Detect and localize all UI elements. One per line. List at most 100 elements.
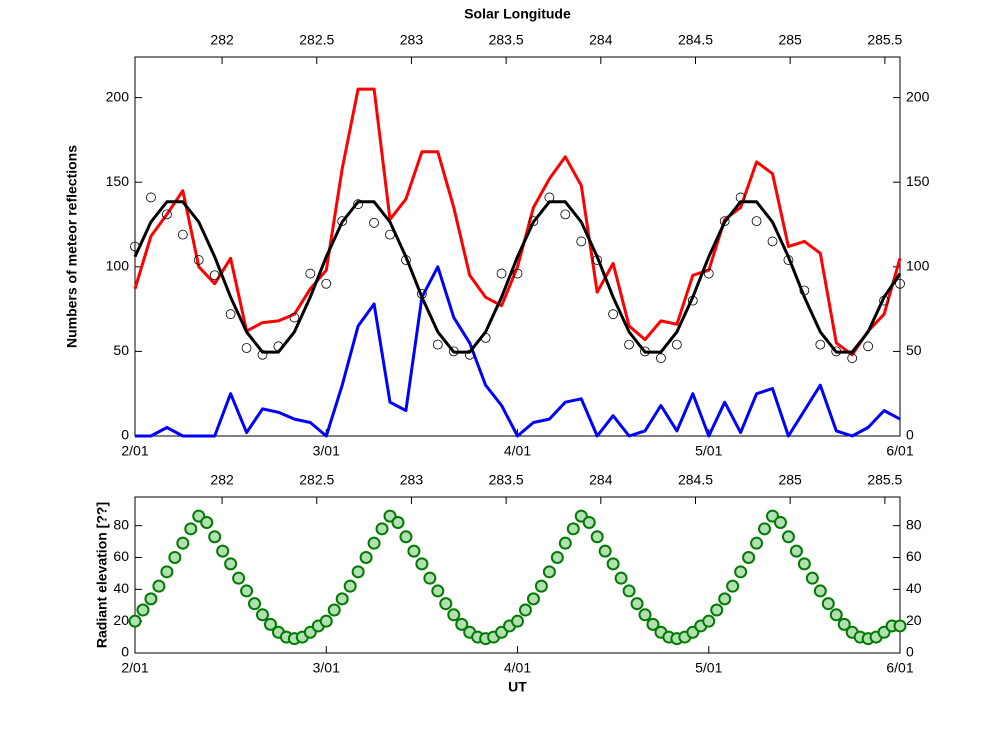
y-tick-label: 80 xyxy=(113,516,129,532)
y-tick-label: 40 xyxy=(113,580,129,596)
data-marker xyxy=(289,312,300,323)
x2-tick-label: 285 xyxy=(778,472,802,488)
data-marker xyxy=(200,515,214,529)
y-tick-label-right: 80 xyxy=(906,516,922,532)
data-marker xyxy=(767,236,778,247)
data-marker xyxy=(863,341,874,352)
y-tick-label: 0 xyxy=(121,427,129,443)
data-marker xyxy=(263,617,277,631)
data-marker xyxy=(608,309,619,320)
data-marker xyxy=(176,536,190,550)
x-tick-label: 3/01 xyxy=(313,443,340,459)
data-marker xyxy=(224,557,238,571)
data-marker xyxy=(391,515,405,529)
x2-tick-label: 282 xyxy=(210,32,234,48)
data-marker xyxy=(208,530,222,544)
data-marker xyxy=(837,617,851,631)
data-marker xyxy=(893,619,907,633)
data-marker xyxy=(152,579,166,593)
data-marker xyxy=(656,353,666,364)
data-marker xyxy=(813,584,827,598)
y-tick-label-right: 100 xyxy=(906,258,930,274)
y-tick-label: 60 xyxy=(113,548,129,564)
data-marker xyxy=(624,339,634,350)
data-marker xyxy=(144,592,158,606)
data-marker xyxy=(528,216,539,227)
y-tick-label: 50 xyxy=(113,342,129,358)
data-marker xyxy=(638,608,652,622)
data-marker xyxy=(343,579,357,593)
data-marker xyxy=(815,339,826,350)
data-marker xyxy=(128,614,142,628)
data-marker xyxy=(598,544,612,558)
x2-tick-label: 284.5 xyxy=(678,32,713,48)
data-marker xyxy=(146,192,156,203)
data-marker xyxy=(805,571,819,585)
data-marker xyxy=(177,229,188,240)
data-marker xyxy=(847,353,858,364)
data-marker xyxy=(209,270,220,281)
data-marker xyxy=(439,597,453,611)
y-tick-label-right: 200 xyxy=(906,88,930,104)
data-marker xyxy=(136,603,150,617)
data-marker xyxy=(216,544,230,558)
data-marker xyxy=(606,557,620,571)
data-marker xyxy=(726,579,740,593)
x2-tick-label: 283.5 xyxy=(489,472,524,488)
data-marker xyxy=(829,608,843,622)
x2-tick-label: 284 xyxy=(589,472,613,488)
data-line xyxy=(133,87,902,357)
data-marker xyxy=(646,617,660,631)
data-marker xyxy=(375,522,389,536)
data-marker xyxy=(534,579,548,593)
data-marker xyxy=(742,550,756,564)
data-marker xyxy=(455,617,469,631)
data-marker xyxy=(353,199,364,210)
x-tick-label: 3/01 xyxy=(313,660,340,676)
data-marker xyxy=(789,544,803,558)
data-marker xyxy=(496,268,507,279)
data-marker xyxy=(359,550,373,564)
data-marker xyxy=(550,550,564,564)
x2-tick-label: 285 xyxy=(778,32,802,48)
x2-tick-label: 283 xyxy=(400,32,424,48)
x2-tick-label: 282 xyxy=(210,472,234,488)
y-tick-label-right: 0 xyxy=(906,644,914,660)
x-tick-label: 5/01 xyxy=(695,443,722,459)
data-marker xyxy=(327,603,341,617)
data-marker xyxy=(576,236,587,247)
data-marker xyxy=(614,571,628,585)
data-marker xyxy=(622,584,636,598)
data-marker xyxy=(590,530,604,544)
y-tick-label-right: 0 xyxy=(906,427,914,443)
data-marker xyxy=(432,339,443,350)
x2-tick-label: 283.5 xyxy=(489,32,524,48)
data-marker xyxy=(423,571,437,585)
data-marker xyxy=(542,565,556,579)
data-marker xyxy=(407,544,421,558)
x2-tick-label: 284 xyxy=(589,32,613,48)
data-marker xyxy=(256,608,269,622)
data-marker xyxy=(193,255,204,265)
x-tick-label: 4/01 xyxy=(504,660,531,676)
y-axis-title: Radiant elevation [??] xyxy=(94,502,110,648)
data-marker xyxy=(232,571,246,585)
x-tick-label: 4/01 xyxy=(504,443,531,459)
y-tick-label-right: 150 xyxy=(906,173,930,189)
data-marker xyxy=(305,268,316,279)
x-tick-label: 6/01 xyxy=(886,443,913,459)
data-line xyxy=(133,200,902,354)
y-tick-label: 100 xyxy=(106,258,130,274)
x2-axis-title: Solar Longitude xyxy=(464,6,571,22)
data-marker xyxy=(797,557,811,571)
data-marker xyxy=(240,584,254,598)
data-marker xyxy=(734,565,748,579)
data-marker xyxy=(526,592,540,606)
x2-tick-label: 284.5 xyxy=(678,472,713,488)
data-marker xyxy=(447,608,461,622)
x2-tick-label: 285.5 xyxy=(867,32,902,48)
data-marker xyxy=(321,278,332,289)
data-marker xyxy=(895,278,905,289)
data-line xyxy=(135,265,901,438)
data-marker xyxy=(351,565,365,579)
